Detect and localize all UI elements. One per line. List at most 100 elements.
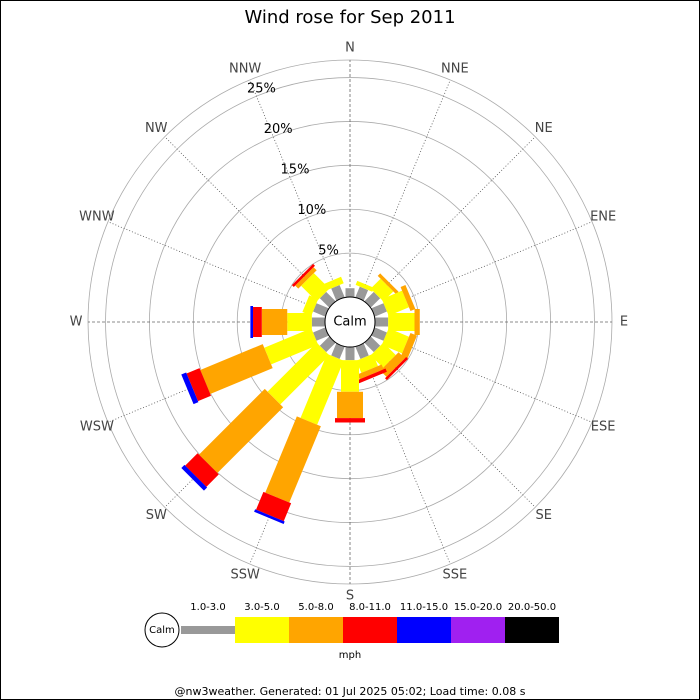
bar-segment bbox=[381, 328, 409, 354]
bar-segment bbox=[335, 418, 365, 423]
bar-segment bbox=[355, 280, 374, 292]
bar-segment bbox=[265, 416, 321, 503]
bar-segment bbox=[264, 328, 319, 365]
bar-segment bbox=[356, 353, 378, 373]
r-tick-label: 5% bbox=[318, 243, 339, 258]
bar-segment bbox=[381, 290, 409, 316]
direction-label: S bbox=[346, 589, 354, 604]
bar-segment bbox=[371, 303, 387, 317]
spoke bbox=[359, 344, 451, 565]
bar-segment bbox=[313, 303, 329, 317]
bar-segment bbox=[337, 391, 363, 419]
legend-swatch bbox=[343, 617, 397, 643]
legend-label: 3.0-5.0 bbox=[244, 602, 279, 613]
calm-label: Calm bbox=[333, 315, 366, 330]
bar-segment bbox=[364, 336, 381, 353]
bar-segment bbox=[414, 309, 420, 335]
r-tick-label: 20% bbox=[264, 122, 293, 137]
bar-segment bbox=[355, 286, 369, 301]
bar-segment bbox=[291, 263, 315, 287]
bar-segment bbox=[385, 357, 409, 381]
direction-label: ENE bbox=[590, 210, 616, 225]
bar-segment bbox=[400, 332, 417, 360]
bar-segment bbox=[295, 267, 317, 289]
legend-swatch bbox=[181, 626, 235, 634]
legend: Calm mph 1.0-3.0 3.0-5.0 5.0-8.0 8.0-11.0 11… bbox=[144, 602, 559, 661]
unit-label: mph bbox=[339, 650, 361, 661]
bar-segment bbox=[331, 285, 345, 301]
bar-segment bbox=[250, 306, 254, 338]
bar-segment bbox=[302, 295, 319, 316]
chart-title: Wind rose for Sep 2011 bbox=[244, 7, 455, 28]
bar-segment bbox=[311, 317, 325, 327]
legend-label: 1.0-3.0 bbox=[190, 602, 225, 613]
direction-label: SE bbox=[536, 508, 552, 523]
bar-segment bbox=[181, 372, 199, 405]
bar-segment bbox=[357, 364, 384, 380]
bar-segment bbox=[370, 278, 394, 302]
r-tick-label: 10% bbox=[297, 203, 326, 218]
bar-segment bbox=[300, 353, 344, 425]
bar-segment bbox=[357, 368, 387, 384]
bar-segment bbox=[400, 284, 416, 312]
bar-segment bbox=[345, 288, 355, 297]
footer: @nw3weather. Generated: 01 Jul 2025 05:0… bbox=[175, 685, 526, 698]
bar-segment bbox=[301, 273, 330, 302]
bars bbox=[181, 263, 420, 524]
spoke bbox=[359, 79, 451, 300]
direction-label: NNW bbox=[229, 61, 261, 76]
bar-segment bbox=[198, 388, 284, 474]
bar-segment bbox=[319, 291, 336, 308]
direction-label: SSW bbox=[230, 568, 260, 583]
bar-segment bbox=[261, 309, 288, 335]
spoke bbox=[249, 79, 341, 300]
legend-label: 8.0-11.0 bbox=[349, 602, 391, 613]
bar-segment bbox=[371, 327, 387, 341]
calm-circle bbox=[324, 296, 376, 348]
bar-segment bbox=[254, 509, 285, 524]
bar-segment bbox=[267, 342, 330, 405]
direction-label: N bbox=[345, 41, 355, 56]
legend-swatch bbox=[235, 617, 289, 643]
direction-label: WNW bbox=[79, 210, 115, 225]
bar-segment bbox=[324, 276, 344, 291]
legend-swatch bbox=[397, 617, 451, 643]
r-tick-label: 15% bbox=[281, 162, 310, 177]
bar-segment bbox=[375, 317, 389, 327]
legend-swatch bbox=[505, 617, 559, 643]
bar-segment bbox=[331, 343, 345, 359]
bar-segment bbox=[186, 368, 211, 402]
bar-segment bbox=[313, 327, 329, 341]
bar-segment bbox=[370, 342, 396, 368]
direction-label: NW bbox=[145, 121, 168, 136]
bar-segment bbox=[377, 273, 399, 295]
legend-calm-circle bbox=[144, 612, 180, 648]
bar-segment bbox=[200, 344, 273, 394]
bar-segment bbox=[319, 336, 336, 353]
bar-segment bbox=[355, 343, 369, 359]
direction-label: E bbox=[620, 315, 628, 330]
direction-label: WSW bbox=[80, 419, 114, 434]
legend-label: 11.0-15.0 bbox=[400, 602, 448, 613]
r-tick-label: 25% bbox=[247, 81, 276, 96]
legend-calm-label: Calm bbox=[149, 625, 175, 636]
legend-label: 15.0-20.0 bbox=[454, 602, 502, 613]
direction-label: NNE bbox=[441, 61, 469, 76]
direction-label: W bbox=[70, 315, 83, 330]
direction-label: SW bbox=[146, 508, 167, 523]
direction-label: SSE bbox=[442, 568, 467, 583]
legend-label: 5.0-8.0 bbox=[298, 602, 333, 613]
legend-label: 20.0-50.0 bbox=[508, 602, 556, 613]
bar-segment bbox=[185, 453, 219, 487]
grid-circle bbox=[105, 77, 595, 567]
direction-label: NE bbox=[535, 121, 553, 136]
bar-segment bbox=[181, 464, 208, 491]
bar-segment bbox=[287, 313, 312, 331]
spoke bbox=[107, 221, 328, 313]
bar-segment bbox=[256, 491, 292, 522]
direction-label: ESE bbox=[591, 419, 616, 434]
spoke bbox=[367, 136, 536, 305]
bar-segment bbox=[388, 313, 415, 331]
bar-segment bbox=[341, 360, 359, 392]
